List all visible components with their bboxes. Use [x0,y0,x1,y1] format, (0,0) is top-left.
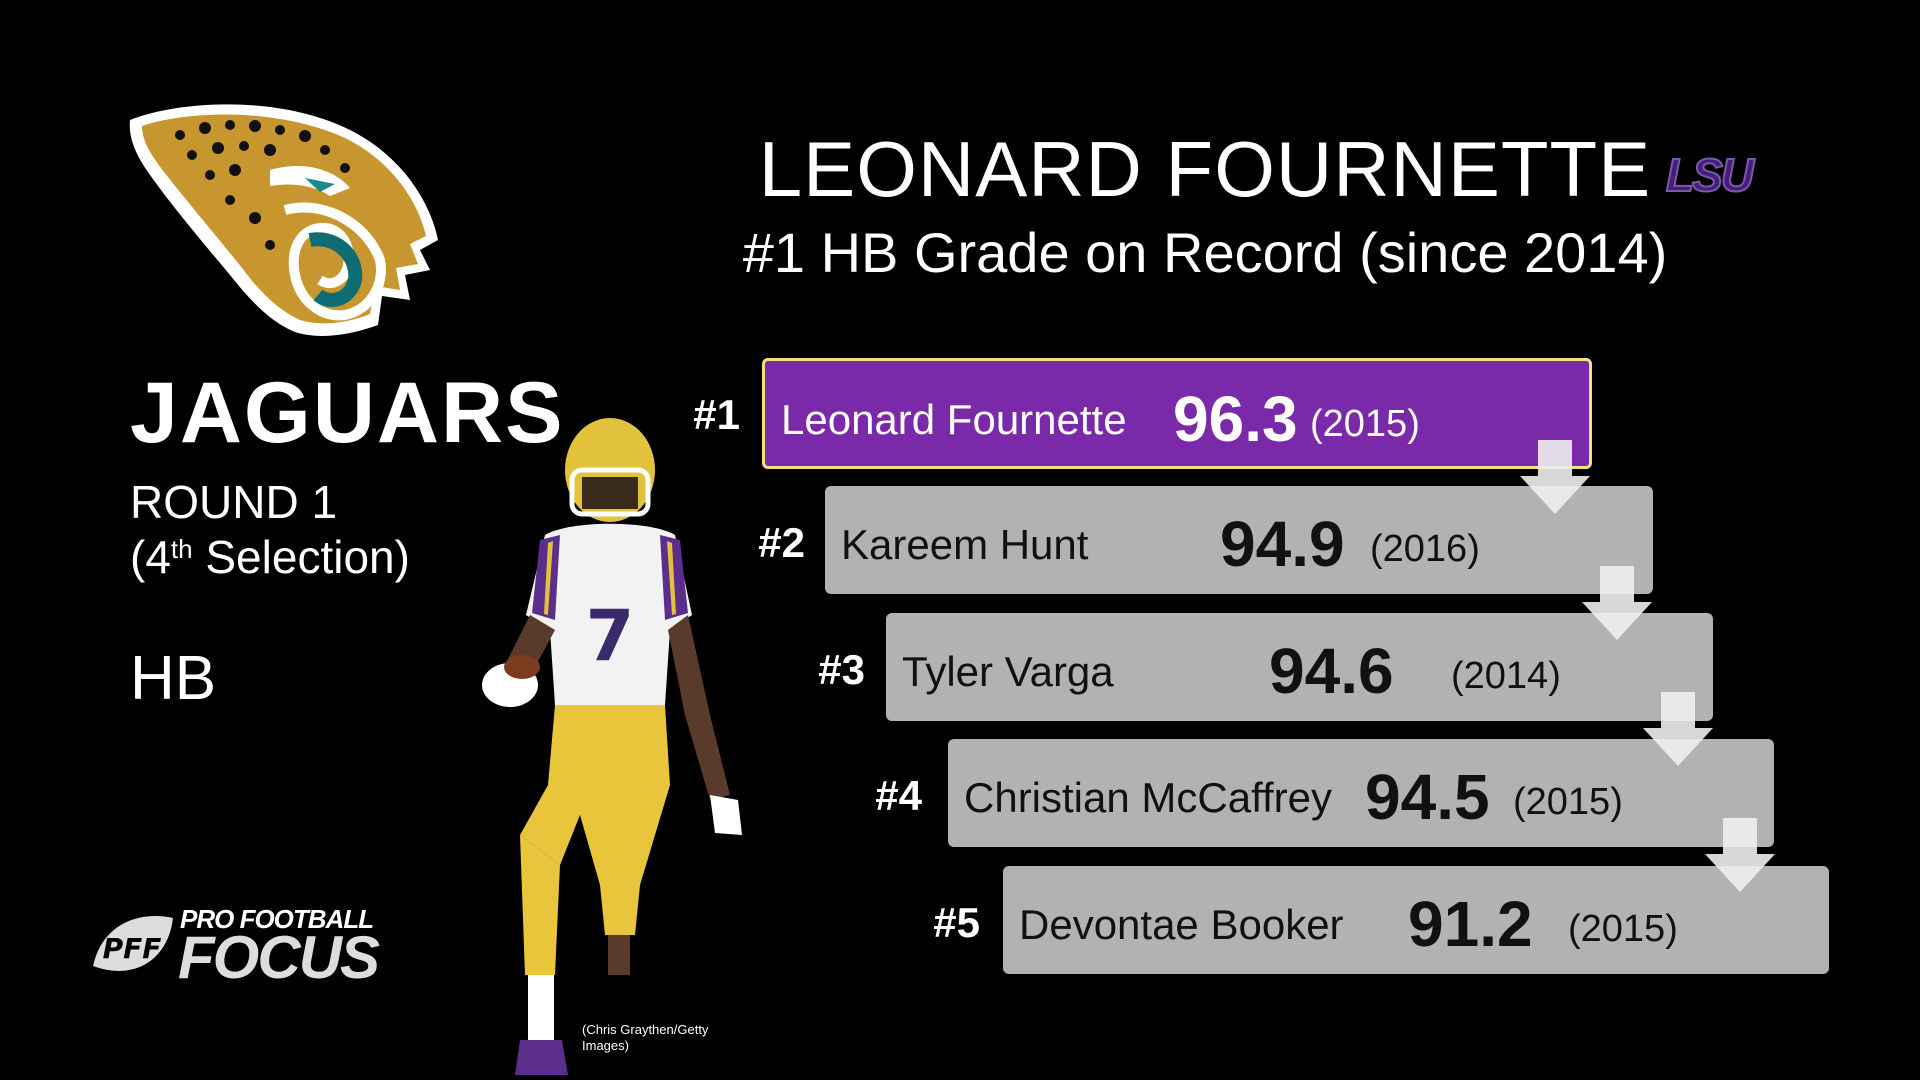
pff-mark: PFF [103,932,162,965]
grade-year: (2015) [1513,781,1623,823]
rank-number: #1 [693,391,740,438]
page-subtitle: #1 HB Grade on Record (since 2014) [742,221,1668,284]
page-title: LEONARD FOURNETTE [758,125,1652,213]
player-grade: 94.6 [1269,635,1394,707]
player-name: Kareem Hunt [841,521,1089,568]
player-grade: 96.3 [1173,383,1298,455]
rank-number: #3 [818,646,865,693]
svg-text:7: 7 [586,595,635,677]
rank-bar: Tyler Varga 94.6 (2014) [886,613,1713,721]
ranking-row-2: #2 Kareem Hunt 94.9 (2016) [745,486,1655,594]
rank-bar: Devontae Booker 91.2 (2015) [1003,866,1829,974]
player-position: HB [130,644,217,713]
rank-number: #2 [758,519,805,566]
football-icon: PFF [93,915,173,971]
draft-pick: (4th Selection) [130,530,410,585]
pff-logo-top: PRO FOOTBALL [180,904,374,934]
pff-logo-bottom: FOCUS [178,924,380,991]
photo-credit: (Chris Graythen/Getty Images) [582,1022,709,1054]
rank-bar-highlight: Leonard Fournette 96.3 (2015) [762,358,1592,469]
pff-logo: PFF PRO FOOTBALL FOCUS [88,900,418,990]
player-grade: 94.9 [1220,508,1345,580]
player-name: Tyler Varga [902,648,1114,695]
arrow-down-icon [1520,440,1590,514]
lsu-logo: LSU [1665,149,1755,201]
ranking-row-1: #1 Leonard Fournette 96.3 (2015) [680,358,1595,469]
player-photo: 7 [482,418,742,1075]
jaguar-head-icon [129,104,438,336]
player-name: Leonard Fournette [781,396,1127,443]
ranking-row-3: #3 Tyler Varga 94.6 (2014) [805,613,1715,721]
arrow-down-icon [1705,818,1775,892]
draft-pick-close: Selection) [192,531,410,583]
ranking-row-4: #4 Christian McCaffrey 94.5 (2015) [862,739,1777,847]
player-name: Devontae Booker [1019,901,1344,948]
team-name: JAGUARS [130,365,565,461]
ranking-row-5: #5 Devontae Booker 91.2 (2015) [920,866,1830,974]
draft-round: ROUND 1 [130,476,338,528]
rank-bar: Kareem Hunt 94.9 (2016) [825,486,1653,594]
player-grade: 94.5 [1365,761,1490,833]
arrow-down-icon [1643,692,1713,766]
draft-pick-open: (4 [130,531,171,583]
rank-number: #5 [933,899,980,946]
grade-year: (2015) [1568,908,1678,950]
draft-pick-suffix: th [170,534,193,564]
grade-year: (2014) [1451,655,1561,697]
grade-year: (2016) [1370,528,1480,570]
player-grade: 91.2 [1408,888,1533,960]
arrow-down-icon [1582,566,1652,640]
rank-bar: Christian McCaffrey 94.5 (2015) [948,739,1774,847]
grade-year: (2015) [1310,403,1420,445]
rank-number: #4 [875,772,922,819]
player-name: Christian McCaffrey [964,774,1332,821]
